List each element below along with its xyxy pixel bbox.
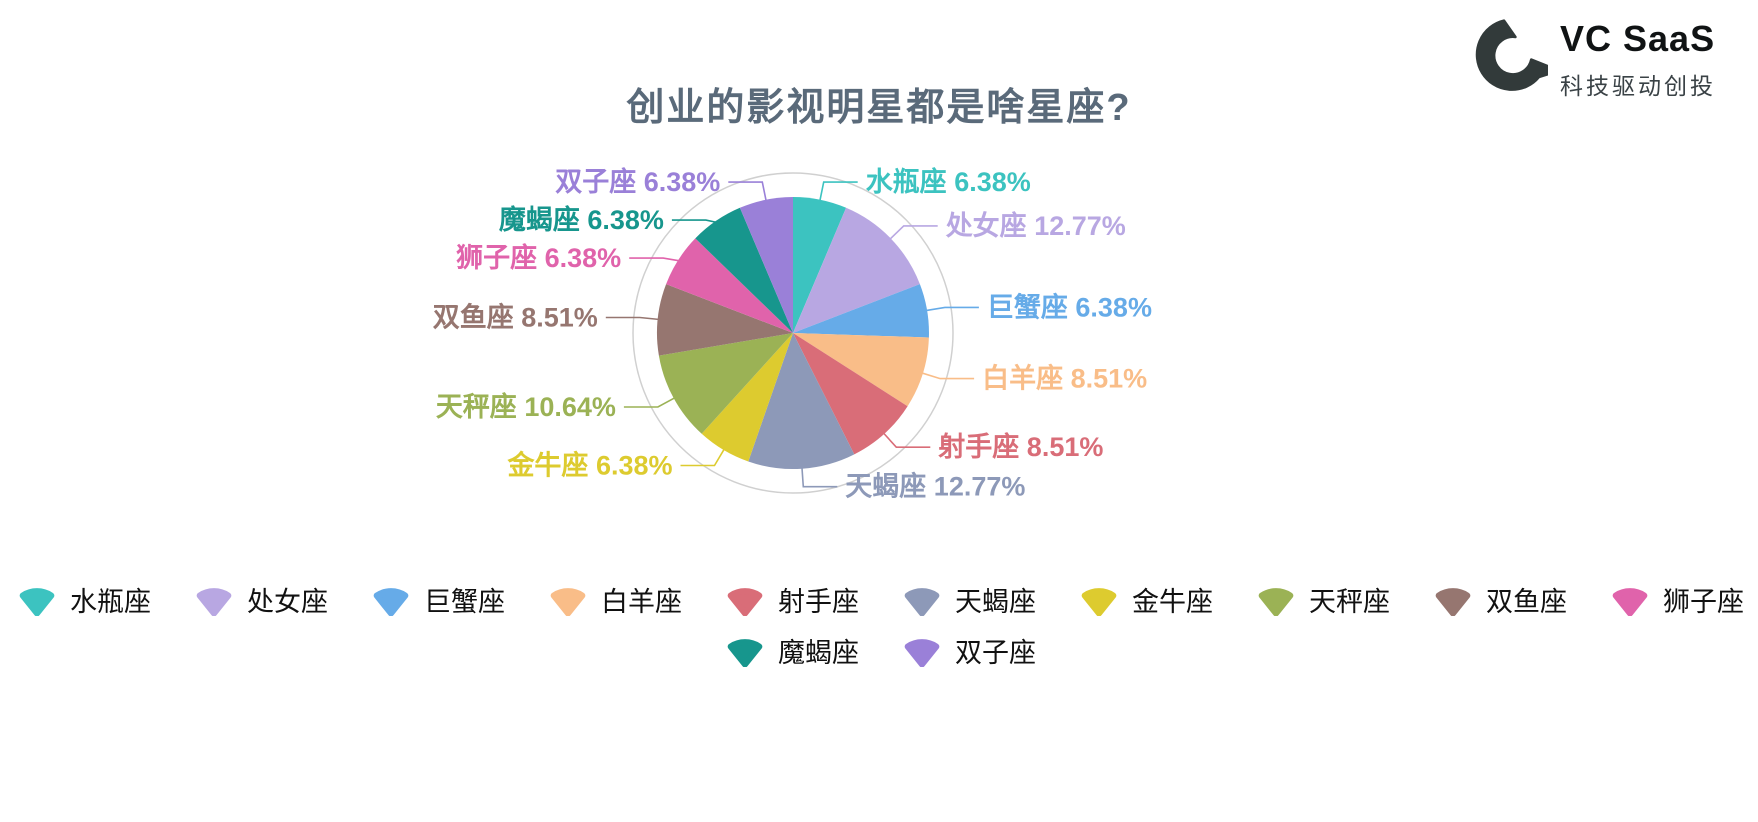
legend-item-3[interactable]: 巨蟹座	[368, 580, 505, 619]
pie-slice-6[interactable]	[748, 333, 855, 470]
legend-item-1[interactable]: 水瓶座	[14, 580, 151, 619]
fan-icon	[727, 638, 763, 667]
label-line	[728, 181, 768, 202]
legend-item-2[interactable]: 处女座	[191, 580, 328, 619]
brand-text: VC SaaS 科技驱动创投	[1560, 18, 1716, 101]
label-line	[920, 371, 975, 380]
legend-label: 射手座	[778, 587, 859, 617]
fan-icon	[196, 587, 232, 616]
brand-tagline: 科技驱动创投	[1560, 72, 1716, 99]
legend-item-11[interactable]: 魔蝎座	[722, 631, 859, 670]
legend-label: 双鱼座	[1486, 587, 1567, 617]
legend-item-9[interactable]: 双鱼座	[1430, 580, 1567, 619]
slice-label: 巨蟹座 6.38%	[987, 291, 1152, 322]
legend-label: 天蝎座	[955, 587, 1036, 617]
pie-slice-5[interactable]	[793, 333, 908, 455]
slice-label: 处女座 12.77%	[945, 210, 1126, 241]
slice-label: 金牛座 6.38%	[506, 450, 672, 481]
pie-slice-2[interactable]	[793, 207, 920, 333]
legend-item-8[interactable]: 天秤座	[1253, 580, 1390, 619]
pie-outer-ring	[632, 172, 954, 494]
slice-label: 白羊座 8.51%	[982, 363, 1147, 394]
fan-icon	[904, 638, 940, 667]
pie-slice-1[interactable]	[793, 197, 847, 333]
fan-icon	[373, 587, 409, 616]
pie-chart: 水瓶座 6.38% 处女座 12.77% 巨蟹座 6.38% 白羊座 8.51% 射手座…	[433, 166, 1152, 502]
pie-slice-11[interactable]	[695, 207, 793, 333]
legend-item-5[interactable]: 射手座	[722, 580, 859, 619]
label-line	[680, 447, 726, 467]
chart-legend: 水瓶座 处女座 巨蟹座 白羊座 射手座 天蝎座 金牛座 天秤座 双鱼座 狮子座魔蝎座 双子座	[0, 580, 1758, 670]
legend-label: 天秤座	[1309, 587, 1390, 617]
legend-label: 巨蟹座	[424, 587, 505, 617]
slice-label: 魔蝎座 6.38%	[499, 204, 664, 235]
legend-label: 白羊座	[601, 587, 682, 617]
pie-slice-12[interactable]	[739, 197, 793, 333]
pie-slice-4[interactable]	[793, 333, 929, 407]
fan-icon	[550, 587, 586, 616]
slice-label: 狮子座 6.38%	[456, 242, 621, 273]
slice-label: 天蝎座 12.77%	[845, 471, 1025, 502]
fan-icon	[1612, 587, 1648, 616]
pie-slice-9[interactable]	[657, 284, 793, 356]
legend-item-10[interactable]: 狮子座	[1607, 580, 1744, 619]
pie-slice-3[interactable]	[793, 284, 929, 338]
fan-icon	[1435, 587, 1471, 616]
legend-label: 魔蝎座	[778, 638, 859, 668]
slice-label: 双子座 6.38%	[555, 166, 720, 197]
slice-label: 水瓶座 6.38%	[866, 166, 1031, 197]
label-line	[818, 181, 858, 202]
slice-label: 射手座 8.51%	[937, 431, 1103, 462]
slice-label: 双鱼座 8.51%	[433, 302, 598, 333]
legend-label: 双子座	[955, 638, 1036, 668]
chart-title: 创业的影视明星都是啥星座?	[626, 87, 1132, 129]
legend-label: 狮子座	[1663, 587, 1744, 617]
label-line	[882, 431, 931, 449]
fan-icon	[1258, 587, 1294, 616]
legend-item-7[interactable]: 金牛座	[1076, 580, 1213, 619]
fan-icon	[1081, 587, 1117, 616]
brand-logo: VC SaaS 科技驱动创投	[1468, 16, 1716, 102]
fan-icon	[19, 587, 55, 616]
legend-item-4[interactable]: 白羊座	[545, 580, 682, 619]
fan-icon	[904, 587, 940, 616]
slice-label: 天秤座 10.64%	[436, 391, 616, 422]
fan-icon	[727, 587, 763, 616]
legend-item-6[interactable]: 天蝎座	[899, 580, 1036, 619]
legend-item-12[interactable]: 双子座	[899, 631, 1036, 670]
legend-row: 魔蝎座 双子座	[722, 631, 1036, 670]
brand-name: VC SaaS	[1560, 17, 1716, 59]
pie-slice-7[interactable]	[701, 333, 793, 462]
legend-row: 水瓶座 处女座 巨蟹座 白羊座 射手座 天蝎座 金牛座 天秤座 双鱼座 狮子座	[14, 580, 1744, 619]
legend-label: 处女座	[247, 587, 328, 617]
legend-label: 水瓶座	[70, 587, 151, 617]
pie-slice-10[interactable]	[666, 238, 793, 333]
vcsaas-logo-icon	[1475, 19, 1548, 91]
label-line	[605, 316, 660, 321]
legend-label: 金牛座	[1132, 587, 1213, 617]
label-line	[623, 396, 676, 408]
pie-slice-8[interactable]	[658, 333, 793, 434]
label-line	[888, 225, 938, 241]
label-line	[629, 257, 681, 262]
label-line	[801, 466, 838, 488]
label-line	[671, 219, 718, 224]
label-line	[924, 306, 979, 312]
